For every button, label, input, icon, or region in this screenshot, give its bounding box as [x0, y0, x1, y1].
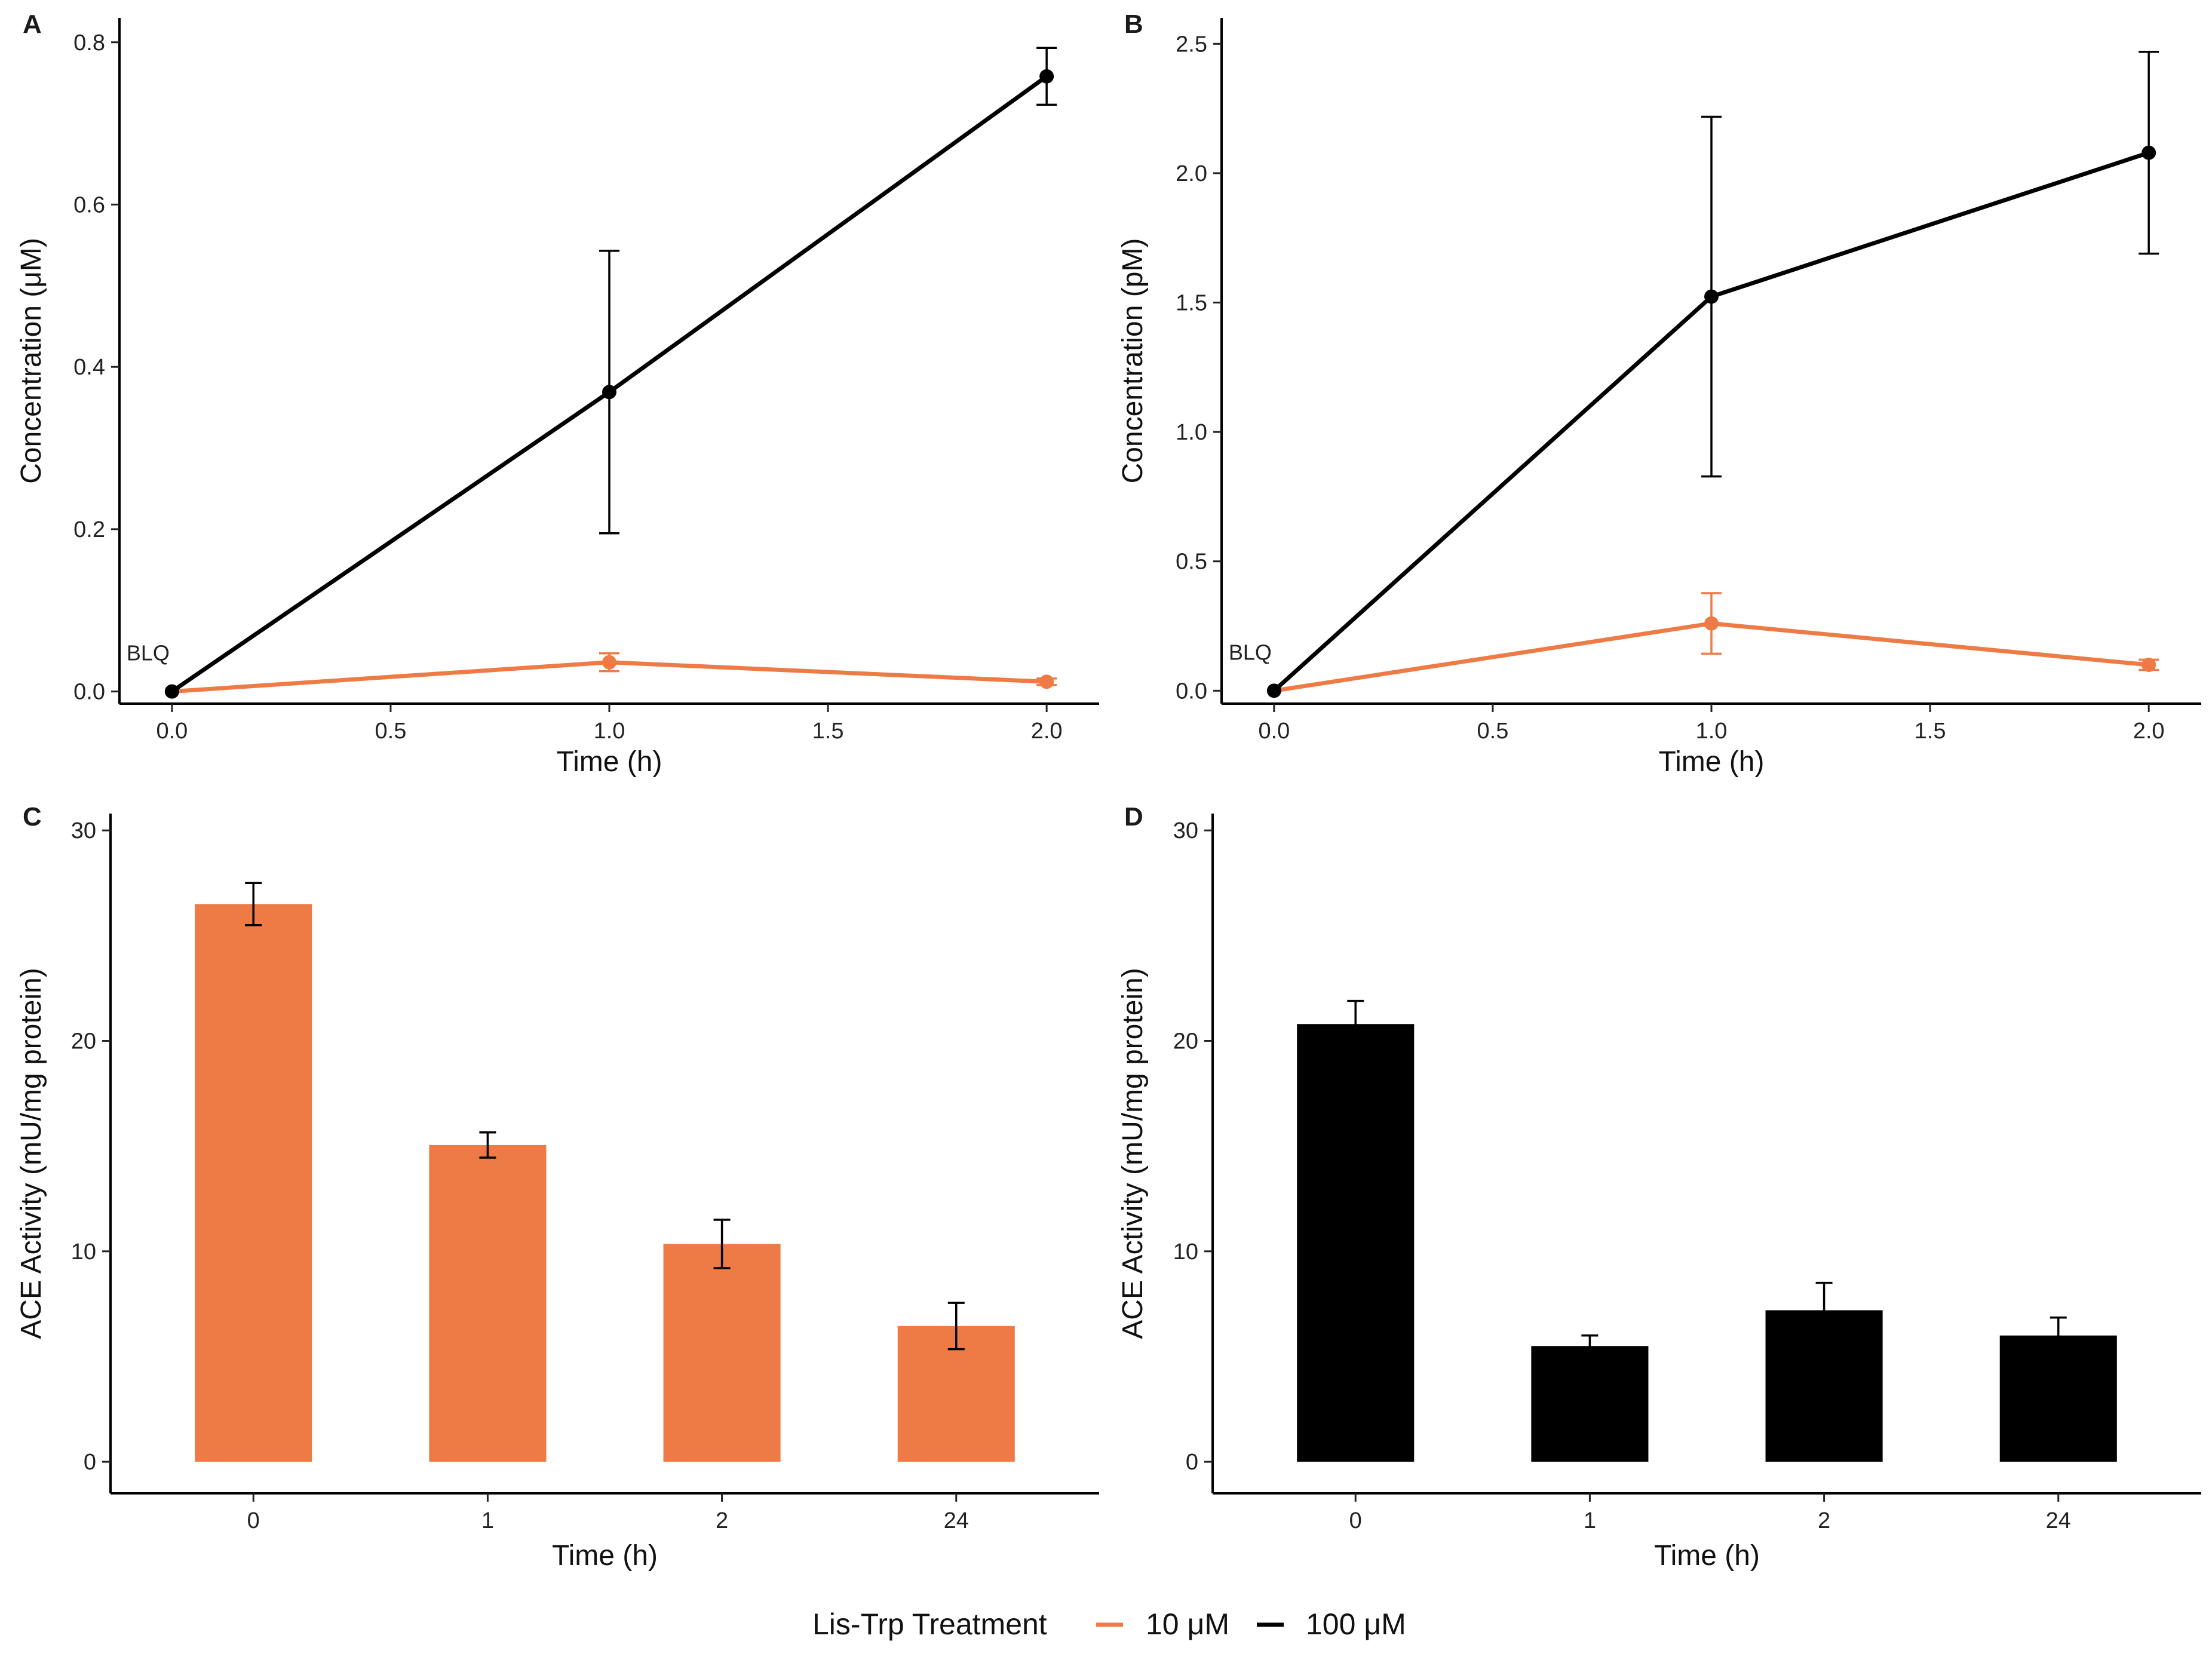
bar-10m: [429, 1144, 547, 1462]
data-point-100m: [1704, 289, 1719, 304]
error-bar: [1581, 1334, 1599, 1358]
bar-100m: [1999, 1335, 2117, 1462]
error-bar: [2050, 1317, 2067, 1355]
panel-b: B 0.0 0.5 1.0 1.5 2.0 2.5 Concentration (pM) Tim…: [1117, 10, 2201, 778]
x-tick-label: 2: [1818, 1508, 1830, 1533]
data-point-100m: [1039, 69, 1054, 84]
error-bar: [479, 1131, 496, 1159]
y-tick-label: 0: [1186, 1450, 1198, 1475]
data-point-100m: [602, 385, 616, 400]
legend-label-10um: 10 μM: [1146, 1607, 1229, 1641]
y-tick-label: 2.5: [1176, 32, 1207, 57]
legend: Lis-Trp Treatment 10 μM 100 μM: [812, 1607, 1406, 1641]
x-tick-label: 24: [944, 1508, 969, 1533]
y-tick-label: 0.6: [73, 192, 105, 217]
y-axis-title: Concentration (pM): [1117, 238, 1149, 484]
blq-annotation: BLQ: [127, 641, 170, 665]
x-tick-label: 1: [481, 1508, 494, 1533]
x-axis-title: Time (h): [557, 746, 662, 778]
x-tick-label: 1.5: [1915, 719, 1946, 744]
bar-100m: [1297, 1024, 1415, 1462]
data-point-100m: [1266, 683, 1281, 698]
x-tick-label: 0: [247, 1508, 260, 1533]
data-point-10m: [2142, 658, 2156, 673]
y-tick-label: 1.5: [1176, 291, 1207, 316]
bar-100m: [1531, 1346, 1649, 1462]
x-tick-label: 1: [1584, 1508, 1596, 1533]
y-tick-label: 30: [1173, 818, 1198, 843]
x-tick-label: 24: [2046, 1508, 2071, 1533]
data-point-100m: [164, 684, 179, 699]
x-tick-label: 2.0: [1031, 719, 1063, 744]
x-tick-label: 0.0: [1258, 719, 1290, 744]
y-tick-label: 20: [71, 1029, 96, 1054]
blq-annotation: BLQ: [1229, 640, 1272, 664]
y-tick-label: 10: [71, 1239, 96, 1265]
y-tick-label: 0.8: [73, 30, 105, 56]
x-axis-title: Time (h): [552, 1540, 658, 1572]
error-bar: [1815, 1281, 1833, 1339]
y-axis-title: ACE Activity (mU/mg protein): [16, 968, 47, 1339]
data-point-100m: [2142, 145, 2156, 160]
panel-letter: C: [23, 802, 42, 831]
legend-label-100um: 100 μM: [1306, 1607, 1406, 1641]
bar-10m: [195, 904, 312, 1462]
panel-letter: B: [1124, 10, 1143, 39]
x-axis-title: Time (h): [1659, 746, 1765, 778]
y-tick-label: 0: [84, 1450, 96, 1475]
y-tick-label: 0.0: [73, 680, 105, 705]
panel-a: A 0.0 0.2 0.4 0.6 0.8 Concentration (μM) Time (…: [16, 10, 1099, 778]
bar-10m: [663, 1244, 781, 1462]
panel-letter: A: [23, 10, 42, 39]
x-tick-label: 1.0: [1696, 719, 1728, 744]
legend-title: Lis-Trp Treatment: [812, 1607, 1047, 1641]
y-tick-label: 2.0: [1176, 161, 1207, 186]
y-tick-label: 0.4: [73, 355, 105, 380]
x-axis-title: Time (h): [1654, 1540, 1760, 1572]
error-bar: [713, 1219, 731, 1269]
x-tick-label: 0: [1349, 1508, 1362, 1533]
data-point-10m: [602, 655, 616, 670]
x-tick-label: 2.0: [2133, 719, 2165, 744]
y-tick-label: 0.0: [1176, 679, 1207, 704]
error-bar: [245, 882, 262, 926]
y-tick-label: 0.5: [1176, 550, 1207, 575]
y-tick-label: 1.0: [1176, 420, 1207, 445]
x-tick-label: 0.0: [156, 719, 188, 744]
error-bar: [1347, 999, 1364, 1048]
y-axis-title: ACE Activity (mU/mg protein): [1117, 968, 1149, 1339]
y-tick-label: 30: [71, 818, 96, 843]
y-tick-label: 0.2: [73, 517, 105, 542]
data-point-10m: [1704, 616, 1719, 631]
x-tick-label: 0.5: [375, 719, 407, 744]
x-tick-label: 0.5: [1477, 719, 1509, 744]
y-tick-label: 10: [1173, 1239, 1198, 1265]
x-tick-label: 1.0: [594, 719, 625, 744]
x-tick-label: 2: [716, 1508, 728, 1533]
data-point-10m: [1039, 674, 1054, 689]
panel-letter: D: [1124, 802, 1143, 831]
error-bar: [947, 1302, 965, 1351]
x-tick-label: 1.5: [812, 719, 844, 744]
y-axis-title: Concentration (μM): [16, 238, 47, 484]
y-tick-label: 20: [1173, 1029, 1198, 1054]
